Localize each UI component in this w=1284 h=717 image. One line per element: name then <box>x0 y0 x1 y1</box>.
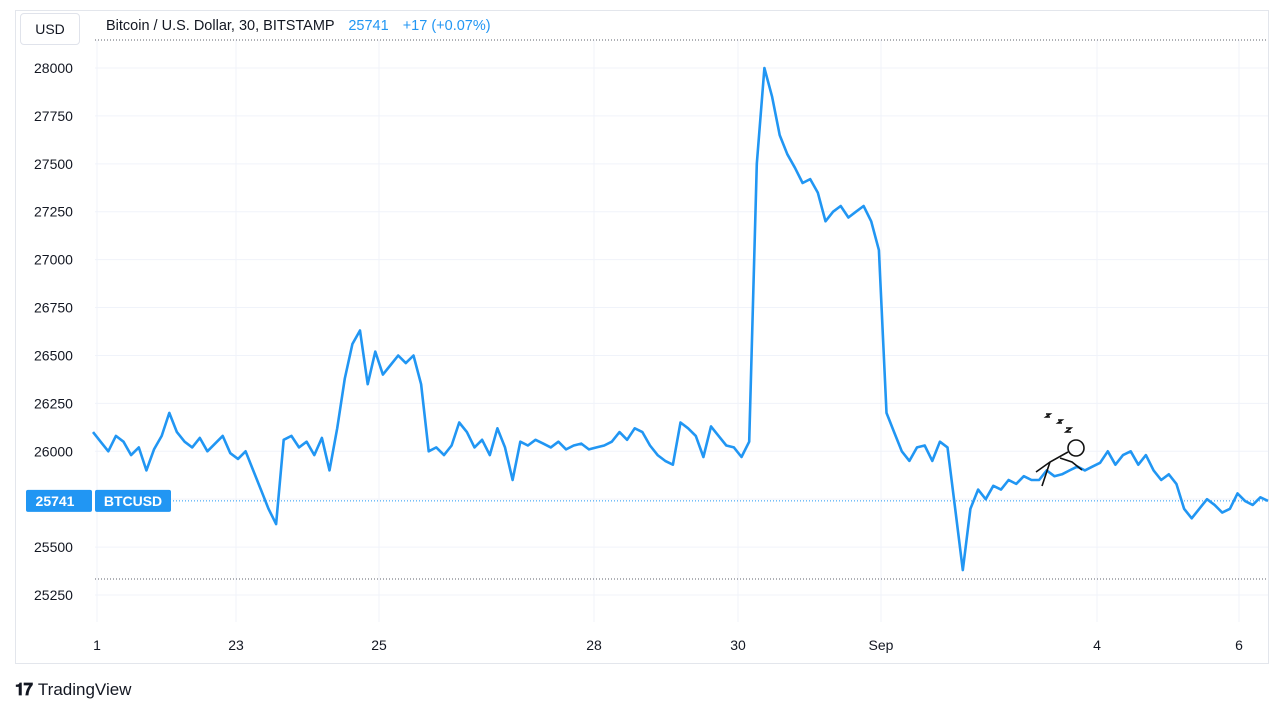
y-tick-label: 27500 <box>34 156 73 172</box>
x-tick-label: 28 <box>586 637 602 653</box>
x-tick-label: 23 <box>228 637 244 653</box>
y-tick-label: 28000 <box>34 60 73 76</box>
y-tick-label: 26500 <box>34 347 73 363</box>
y-tick-label: 27250 <box>34 204 73 220</box>
y-grid <box>95 67 1268 596</box>
x-tick-label: 30 <box>730 637 746 653</box>
currency-button[interactable]: USD <box>20 13 80 45</box>
x-tick-label: 4 <box>1093 637 1101 653</box>
chart-frame <box>15 10 1269 664</box>
y-tick-label: 26000 <box>34 443 73 459</box>
y-tick-label: 26250 <box>34 395 73 411</box>
x-axis-labels: 1 23 25 28 30 Sep 4 6 <box>93 637 1243 653</box>
y-axis-labels: 2525025500257502600026250265002675027000… <box>34 60 73 603</box>
y-tick-label: 27750 <box>34 108 73 124</box>
legend-change: +17 (+0.07%) <box>402 18 491 34</box>
price-series-line <box>91 66 1269 572</box>
y-tick-label: 25250 <box>34 587 73 603</box>
tradingview-logo[interactable]: 𝟏𝟕 TradingView <box>15 680 131 700</box>
brand-name: TradingView <box>37 680 132 699</box>
sleeping-figure-icon <box>1035 413 1085 487</box>
x-tick-label: Sep <box>869 637 894 653</box>
y-tick-label: 26750 <box>34 300 73 316</box>
tradingview-logo-icon: 𝟏𝟕 <box>15 680 33 699</box>
x-tick-label: 6 <box>1235 637 1243 653</box>
price-tag: 25741 BTCUSD <box>26 489 171 512</box>
y-tick-label: 27000 <box>34 252 73 268</box>
x-tick-label: 25 <box>371 637 387 653</box>
price-tag-symbol: BTCUSD <box>104 493 162 509</box>
chart-legend: Bitcoin / U.S. Dollar, 30, BITSTAMP 2574… <box>106 18 491 34</box>
x-grid <box>96 40 1240 622</box>
x-tick-label: 1 <box>93 637 101 653</box>
legend-title: Bitcoin / U.S. Dollar, 30, BITSTAMP <box>106 18 335 34</box>
legend-last-price: 25741 <box>348 18 389 34</box>
y-tick-label: 25500 <box>34 539 73 555</box>
price-tag-value: 25741 <box>36 493 75 509</box>
